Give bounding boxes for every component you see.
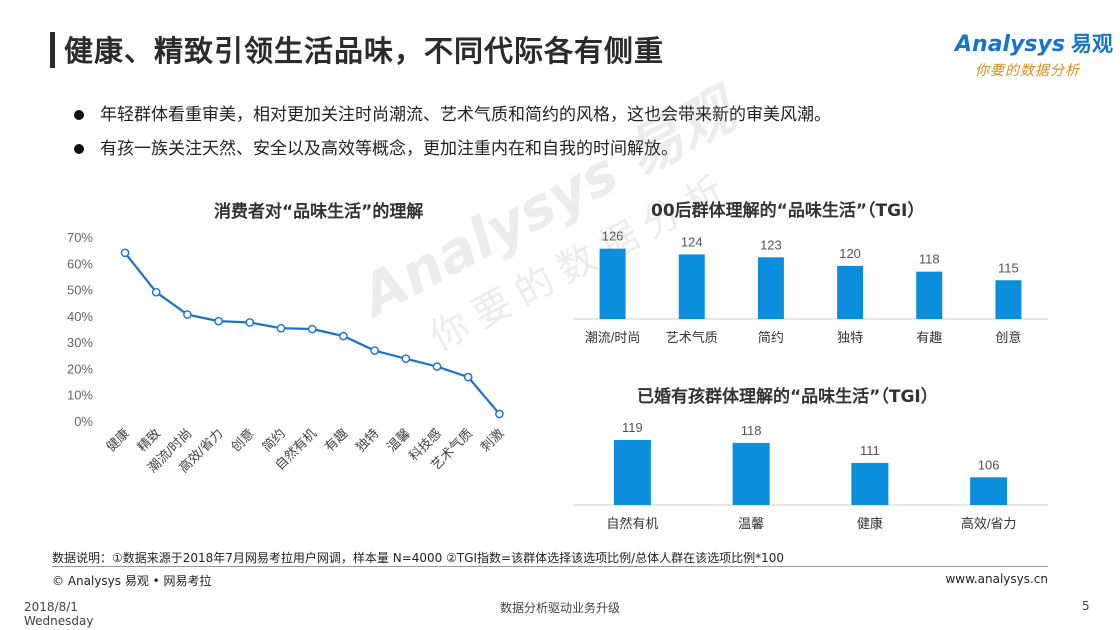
footer-slogan: 数据分析驱动业务升级 [499, 601, 620, 615]
bar-category-label: 高效/省力 [961, 516, 1017, 531]
bar-value-label: 106 [978, 457, 1000, 472]
date-stamp: 2018/8/1 Wednesday [24, 600, 94, 628]
analysys-logo: Analysys 易观 你要的数据分析 [955, 28, 1113, 79]
bar [613, 439, 651, 505]
x-tick-label: 独特 [353, 426, 382, 455]
x-tick-label: 创意 [228, 426, 257, 455]
bullet-list: 年轻群体看重审美，相对更加关注时尚潮流、艺术气质和简约的风格，这也会带来新的审美… [72, 98, 831, 166]
data-point [401, 354, 411, 364]
bar [851, 462, 889, 505]
data-point [370, 346, 379, 355]
bar-category-label: 有趣 [916, 330, 942, 345]
data-point [339, 331, 348, 341]
data-point [151, 287, 161, 297]
bar-value-label: 115 [998, 260, 1019, 275]
bar-value-label: 118 [741, 423, 762, 438]
y-tick-label: 30% [67, 335, 93, 350]
copyright: © Analysys 易观 • 网易考拉 [52, 574, 212, 588]
data-point [432, 362, 442, 371]
bar [837, 265, 864, 319]
page-title: 健康、精致引领生活品味，不同代际各有侧重 [64, 34, 665, 68]
y-tick-label: 70% [67, 230, 93, 245]
data-note: 数据说明：①数据来源于2018年7月网易考拉用户网调，样本量 N=4000 ②T… [52, 551, 785, 565]
y-tick-label: 60% [67, 256, 93, 271]
y-tick-label: 40% [67, 309, 93, 324]
bar-category-label: 温馨 [738, 516, 764, 531]
bar [732, 442, 770, 505]
footer-divider [52, 566, 1048, 567]
bullet-item: 年轻群体看重审美，相对更加关注时尚潮流、艺术气质和简约的风格，这也会带来新的审美… [72, 98, 831, 132]
logo-text: Analysys 易观 [955, 32, 1113, 57]
y-tick-label: 20% [67, 361, 93, 376]
x-tick-label: 健康 [103, 426, 132, 455]
bar-category-label: 独特 [837, 330, 863, 345]
bar [599, 248, 626, 319]
page-number: 5 [1082, 599, 1090, 613]
bar-category-label: 自然有机 [606, 516, 658, 531]
line-chart-title: 消费者对“品味生活”的理解 [214, 202, 424, 222]
bar [916, 271, 943, 319]
bar-value-label: 111 [860, 443, 880, 458]
bar-category-label: 健康 [857, 516, 883, 531]
bar-value-label: 118 [919, 252, 940, 267]
bar-category-label: 艺术气质 [666, 330, 718, 345]
bar-category-label: 创意 [995, 330, 1021, 345]
data-point [495, 409, 504, 419]
bar-value-label: 120 [839, 246, 861, 261]
bar-chart-2-title: 已婚有孩群体理解的“品味生活”（TGI） [637, 387, 938, 407]
bar [970, 477, 1008, 505]
bar [757, 257, 784, 319]
data-point [307, 324, 317, 334]
data-point [120, 248, 130, 258]
bar-category-label: 潮流/时尚 [585, 330, 641, 345]
bar-value-label: 124 [681, 234, 703, 249]
y-tick-label: 0% [74, 414, 93, 429]
bar-value-label: 119 [622, 420, 643, 435]
y-tick-label: 50% [67, 283, 93, 298]
data-point [276, 323, 286, 333]
bar-category-label: 简约 [758, 330, 784, 345]
logo-subtitle: 你要的数据分析 [975, 63, 1080, 79]
data-point [183, 310, 192, 319]
bar [678, 254, 705, 319]
bullet-item: 有孩一族关注天然、安全以及高效等概念，更加注重内在和自我的时间解放。 [72, 132, 831, 166]
x-tick-label: 有趣 [322, 426, 351, 455]
bar-chart-1-title: 00后群体理解的“品味生活”（TGI） [651, 201, 925, 221]
bar [995, 280, 1022, 319]
series-line [124, 252, 501, 415]
data-point [463, 372, 473, 382]
website-url: www.analysys.cn [945, 572, 1048, 586]
data-point [214, 316, 223, 326]
title-accent-bar [50, 32, 55, 68]
x-tick-label: 刺激 [478, 426, 507, 455]
bar-value-label: 126 [602, 229, 624, 244]
data-point [245, 318, 255, 327]
y-tick-label: 10% [67, 388, 93, 403]
bar-value-label: 123 [760, 237, 782, 252]
